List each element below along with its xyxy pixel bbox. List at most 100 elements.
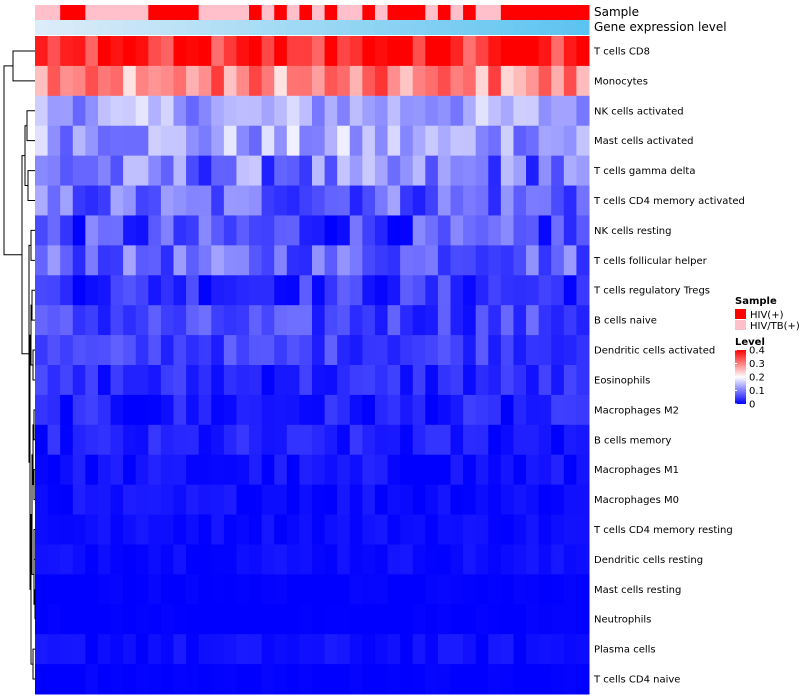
heatmap-cell <box>374 664 389 695</box>
heatmap-cell <box>97 664 112 695</box>
heatmap-cell <box>412 335 426 366</box>
heatmap-cell <box>349 634 363 665</box>
expression-annotation-track <box>35 20 590 35</box>
heatmap-cell <box>400 544 414 575</box>
heatmap-cell <box>488 305 502 336</box>
heatmap-cell <box>123 65 137 97</box>
heatmap-cell <box>412 454 426 486</box>
heatmap-cell <box>60 634 74 665</box>
heatmap-cell <box>312 484 326 516</box>
heatmap-cell <box>223 305 237 336</box>
heatmap-cell <box>249 604 263 635</box>
heatmap-cell <box>412 155 426 187</box>
heatmap-cell <box>135 335 149 366</box>
heatmap-cell <box>337 185 351 216</box>
heatmap-cell <box>211 634 225 665</box>
heatmap-cell <box>60 604 74 635</box>
heatmap-cell <box>437 36 451 67</box>
heatmap-cell <box>349 664 363 695</box>
heatmap-cell <box>538 335 552 366</box>
sample-annotation-cell <box>400 5 414 20</box>
heatmap-cell <box>72 514 86 545</box>
heatmap-cell <box>374 574 389 605</box>
heatmap-cell <box>198 155 212 187</box>
dendrogram-branch <box>30 229 35 261</box>
heatmap-cell <box>72 394 86 426</box>
heatmap-cell <box>299 245 313 276</box>
heatmap-cell <box>425 365 439 396</box>
heatmap-cell <box>60 125 74 157</box>
heatmap-cell <box>362 95 376 127</box>
heatmap-cell <box>274 664 288 695</box>
heatmap-cell <box>85 215 99 246</box>
heatmap-cell <box>500 125 514 157</box>
heatmap-cell <box>324 574 338 605</box>
heatmap-cell <box>526 514 540 545</box>
heatmap-cell <box>160 305 174 336</box>
expression-annotation-cell <box>551 20 565 35</box>
heatmap-cell <box>412 215 426 246</box>
heatmap-cell <box>249 484 263 516</box>
heatmap-cell <box>500 275 514 306</box>
heatmap-cell <box>488 185 502 216</box>
heatmap-cell <box>97 275 112 306</box>
heatmap-cell <box>463 484 477 516</box>
heatmap-cell <box>173 604 187 635</box>
heatmap-cell <box>299 394 313 426</box>
heatmap-cell <box>85 65 99 97</box>
heatmap-cell <box>362 245 376 276</box>
dendrogram-branch <box>32 648 35 680</box>
heatmap-cell <box>437 365 451 396</box>
heatmap-cell <box>475 335 489 366</box>
heatmap-cell <box>576 155 590 187</box>
heatmap-cell <box>148 95 162 127</box>
heatmap-cell <box>500 95 514 127</box>
heatmap-cell <box>274 215 288 246</box>
heatmap-cell <box>463 245 477 276</box>
heatmap-cell <box>400 604 414 635</box>
expression-annotation-cell <box>324 20 338 35</box>
heatmap-cell <box>576 275 590 306</box>
heatmap-cell <box>349 574 363 605</box>
heatmap-cell <box>526 394 540 426</box>
heatmap-cell <box>513 514 527 545</box>
heatmap-cell <box>374 185 389 216</box>
heatmap-cell <box>362 484 376 516</box>
heatmap-cell <box>400 215 414 246</box>
heatmap-cell <box>110 215 124 246</box>
heatmap-cell <box>110 36 124 67</box>
heatmap-cell <box>450 305 464 336</box>
heatmap-cell <box>374 335 389 366</box>
heatmap-cell <box>236 215 250 246</box>
heatmap-cell <box>186 574 200 605</box>
heatmap-cell <box>72 305 86 336</box>
heatmap-cell <box>249 394 263 426</box>
row-label: T cells gamma delta <box>593 166 695 177</box>
heatmap-cell <box>324 245 338 276</box>
heatmap-cell <box>160 245 174 276</box>
heatmap-cell <box>463 305 477 336</box>
heatmap-cell <box>488 95 502 127</box>
heatmap-cell <box>261 245 275 276</box>
heatmap-cell <box>312 275 326 306</box>
heatmap-cell <box>85 514 99 545</box>
heatmap-cell <box>97 634 112 665</box>
heatmap-cell <box>412 604 426 635</box>
heatmap-cell <box>425 544 439 575</box>
heatmap-cell <box>299 424 313 456</box>
sample-annotation-cell <box>337 5 351 20</box>
heatmap-cell <box>463 634 477 665</box>
heatmap-cell <box>526 454 540 486</box>
heatmap-cell <box>135 424 149 456</box>
heatmap-cell <box>198 664 212 695</box>
heatmap-cell <box>249 544 263 575</box>
heatmap-cell <box>526 365 540 396</box>
heatmap-cell <box>576 394 590 426</box>
heatmap-cell <box>488 514 502 545</box>
heatmap-cell <box>47 604 61 635</box>
heatmap-cell <box>173 305 187 336</box>
heatmap-cell <box>349 155 363 187</box>
heatmap-cell <box>148 514 162 545</box>
heatmap-cell <box>160 65 174 97</box>
heatmap-cell <box>387 604 401 635</box>
